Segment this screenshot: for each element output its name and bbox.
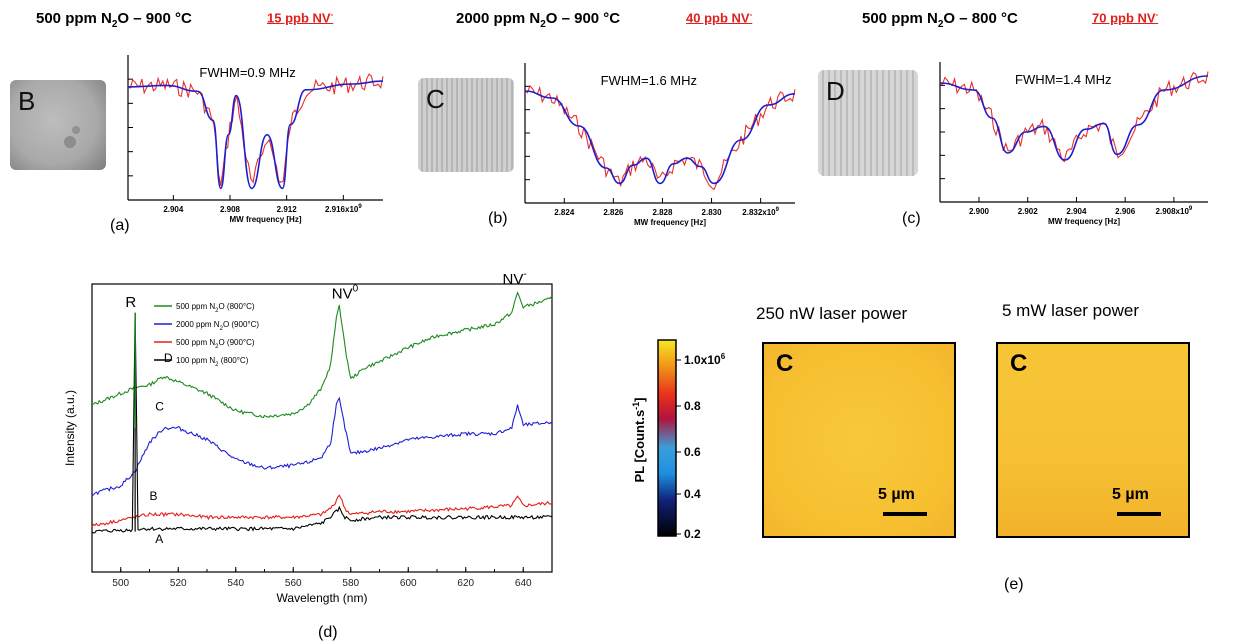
panel-label-e: (e)	[1004, 576, 1024, 593]
nv-concentration-a: 15 ppb NV-	[267, 10, 334, 26]
pl-map-250nw: C 5 µm	[762, 342, 956, 538]
pl-map-5mw: C 5 µm	[996, 342, 1190, 538]
odmr-plot-b: 2.824 2.826 2.828 2.830 2.832x109 MW frequenc…	[524, 63, 796, 227]
x-tick-label: 2.832x109	[742, 207, 779, 217]
peak-label-nv0: NV0	[332, 283, 359, 302]
sample-photo-c: C	[418, 78, 514, 172]
scalebar-label: 5 µm	[1112, 486, 1149, 503]
peak-label-r: R	[125, 294, 136, 311]
x-axis-title: MW frequency [Hz]	[634, 218, 706, 227]
scalebar	[883, 512, 927, 516]
y-axis-title: Intensity (a.u.)	[63, 390, 77, 466]
x-tick-label: 2.916x109	[325, 204, 362, 214]
map-letter: C	[776, 350, 794, 377]
header-c: 500 ppm N2O – 800 °C	[862, 10, 1018, 30]
spectrum-line	[91, 494, 553, 528]
odmr-data-line	[127, 73, 384, 186]
colorbar-tick-label: 0.6	[684, 445, 701, 459]
x-tick-label: 2.824	[554, 208, 575, 217]
x-tick-label: 2.828	[652, 208, 673, 217]
surface-defect	[64, 136, 76, 148]
x-tick-label: 540	[227, 578, 244, 589]
panel-label-d: (d)	[318, 624, 338, 641]
panel-label-b: (b)	[488, 210, 508, 227]
header-b: 2000 ppm N2O – 900 °C	[456, 10, 621, 30]
panel-label-a: (a)	[110, 217, 130, 234]
map-letter: C	[1010, 350, 1028, 377]
colorbar-tick-label: 0.2	[684, 527, 701, 541]
x-tick-label: 580	[342, 578, 359, 589]
x-tick-label: 2.826	[603, 208, 624, 217]
odmr-fit-line	[524, 90, 796, 185]
surface-defect	[72, 126, 80, 134]
curve-label: A	[155, 532, 163, 546]
odmr-fit-line	[939, 75, 1209, 161]
scalebar	[1117, 512, 1161, 516]
peak-label-nvminus: NV-	[503, 269, 527, 288]
x-tick-label: 520	[170, 578, 187, 589]
map-title-2: 5 mW laser power	[1002, 301, 1139, 320]
colorbar-title: PL [Count.s-1]	[631, 397, 647, 482]
colorbar-tick-label: 0.8	[684, 399, 701, 413]
x-tick-label: 2.830	[702, 208, 723, 217]
odmr-data-line	[524, 84, 796, 191]
header-a: 500 ppm N2O – 900 °C	[36, 10, 192, 30]
legend-label: 100 ppm N2 (800°C)	[176, 356, 249, 368]
x-tick-label: 2.912	[277, 205, 298, 214]
x-tick-label: 2.908	[220, 205, 241, 214]
panel-label-c: (c)	[902, 210, 921, 227]
spectrum-line	[91, 313, 553, 534]
x-tick-label: 600	[400, 578, 417, 589]
x-tick-label: 620	[457, 578, 474, 589]
scalebar-label: 5 µm	[878, 486, 915, 503]
x-tick-label: 2.904	[163, 205, 184, 214]
sample-photo-d: D	[818, 70, 918, 176]
pl-spectra-plot: 500 520 540 560 580 600 620 640 Wavelength (nm) I…	[63, 269, 553, 605]
sample-letter: B	[18, 86, 36, 116]
spectrum-line	[91, 396, 553, 496]
x-tick-label: 2.904	[1066, 207, 1087, 216]
x-tick-label: 640	[515, 578, 532, 589]
x-tick-label: 2.900	[969, 207, 990, 216]
legend-label: 500 ppm N2O (800°C)	[176, 302, 255, 314]
x-tick-label: 500	[112, 578, 129, 589]
nv-concentration-c: 70 ppb NV-	[1092, 10, 1159, 26]
legend-label: 500 ppm N2O (900°C)	[176, 338, 255, 350]
x-axis-title: MW frequency [Hz]	[1048, 217, 1120, 226]
colorbar-gradient	[657, 339, 677, 537]
odmr-plot-a: 2.904 2.908 2.912 2.916x109 MW frequency [Hz…	[127, 55, 384, 224]
sample-letter: C	[426, 84, 445, 114]
fwhm-label: FWHM=1.6 MHz	[601, 73, 697, 88]
x-axis-title: Wavelength (nm)	[277, 591, 368, 605]
x-tick-label: 2.902	[1018, 207, 1039, 216]
x-tick-label: 560	[285, 578, 302, 589]
fwhm-label: FWHM=1.4 MHz	[1015, 72, 1111, 87]
sample-photo-b: B	[10, 80, 106, 170]
pl-colorbar: 1.0x106 0.8 0.6 0.4 0.2 PL [Count.s-1]	[631, 339, 726, 541]
curve-label: C	[155, 400, 164, 414]
colorbar-tick-label: 0.4	[684, 487, 701, 501]
legend-label: 2000 ppm N2O (900°C)	[176, 320, 259, 332]
x-tick-label: 2.906	[1115, 207, 1136, 216]
odmr-fit-line	[127, 80, 384, 190]
x-axis-title: MW frequency [Hz]	[230, 215, 302, 224]
colorbar-tick-label: 1.0x106	[684, 352, 726, 367]
map-title-1: 250 nW laser power	[756, 304, 908, 323]
x-tick-label: 2.908x109	[1156, 206, 1193, 216]
spectrum-line	[91, 291, 553, 419]
curve-label: D	[164, 351, 173, 365]
curve-label: B	[150, 489, 158, 503]
fwhm-label: FWHM=0.9 MHz	[199, 65, 295, 80]
odmr-plot-c: 2.900 2.902 2.904 2.906 2.908x109 MW frequenc…	[939, 62, 1209, 226]
sample-letter: D	[826, 76, 845, 106]
nv-concentration-b: 40 ppb NV-	[686, 10, 753, 26]
